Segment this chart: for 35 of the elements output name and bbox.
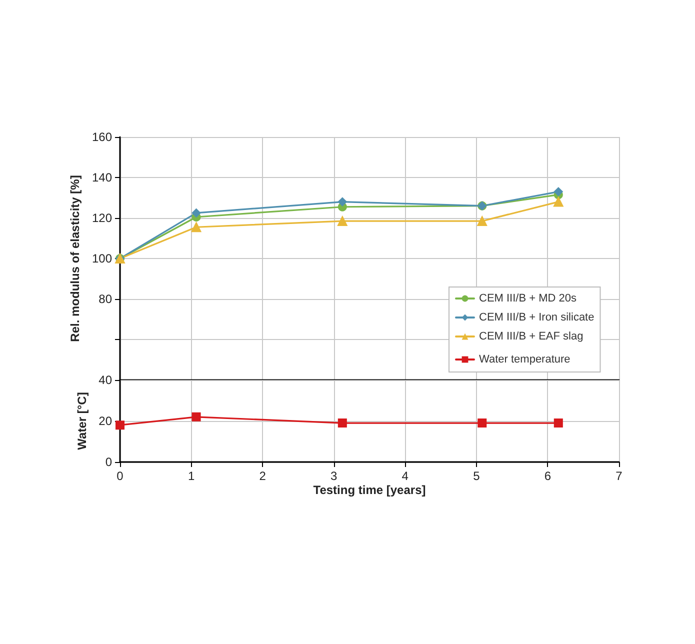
point: [554, 418, 563, 428]
y-tick-label: 160: [92, 130, 112, 144]
y-tick-label: 120: [92, 211, 112, 225]
y-tick-label: 80: [98, 292, 112, 306]
legend-label: CEM III/B + EAF slag: [479, 330, 584, 342]
x-tick-label: 3: [330, 469, 338, 483]
y-tick-label: 100: [92, 252, 112, 266]
legend-label: CEM III/B + MD 20s: [479, 292, 577, 304]
point: [337, 216, 348, 226]
x-tick-label: 5: [473, 469, 480, 483]
x-tick-label: 2: [259, 469, 266, 483]
y-tick-label: 0: [105, 455, 112, 469]
x-tick-label: 7: [616, 469, 623, 483]
point: [554, 187, 563, 196]
x-tick-label: 0: [116, 469, 124, 483]
legend-label: CEM III/B + Iron silicate: [479, 312, 594, 324]
point: [338, 197, 347, 206]
x-axis-title: Testing time [years]: [313, 483, 426, 497]
point: [477, 216, 488, 226]
point: [191, 222, 202, 232]
x-tick-label: 4: [402, 469, 409, 483]
point: [338, 418, 347, 428]
y-tick-label: 40: [98, 373, 112, 387]
y-axis-title: Water [°C]: [74, 392, 89, 450]
y-tick-label: 20: [98, 414, 112, 428]
point: [192, 412, 201, 422]
y-tick-label: 140: [92, 170, 112, 184]
point: [553, 196, 564, 207]
x-tick-label: 1: [188, 469, 195, 483]
y-axis-title: Rel. modulus of elasticity [%]: [68, 175, 82, 342]
legend-label: Water temperature: [479, 354, 570, 366]
x-tick-label: 6: [544, 469, 552, 483]
point: [192, 208, 201, 218]
point: [116, 420, 124, 430]
point: [478, 418, 487, 428]
